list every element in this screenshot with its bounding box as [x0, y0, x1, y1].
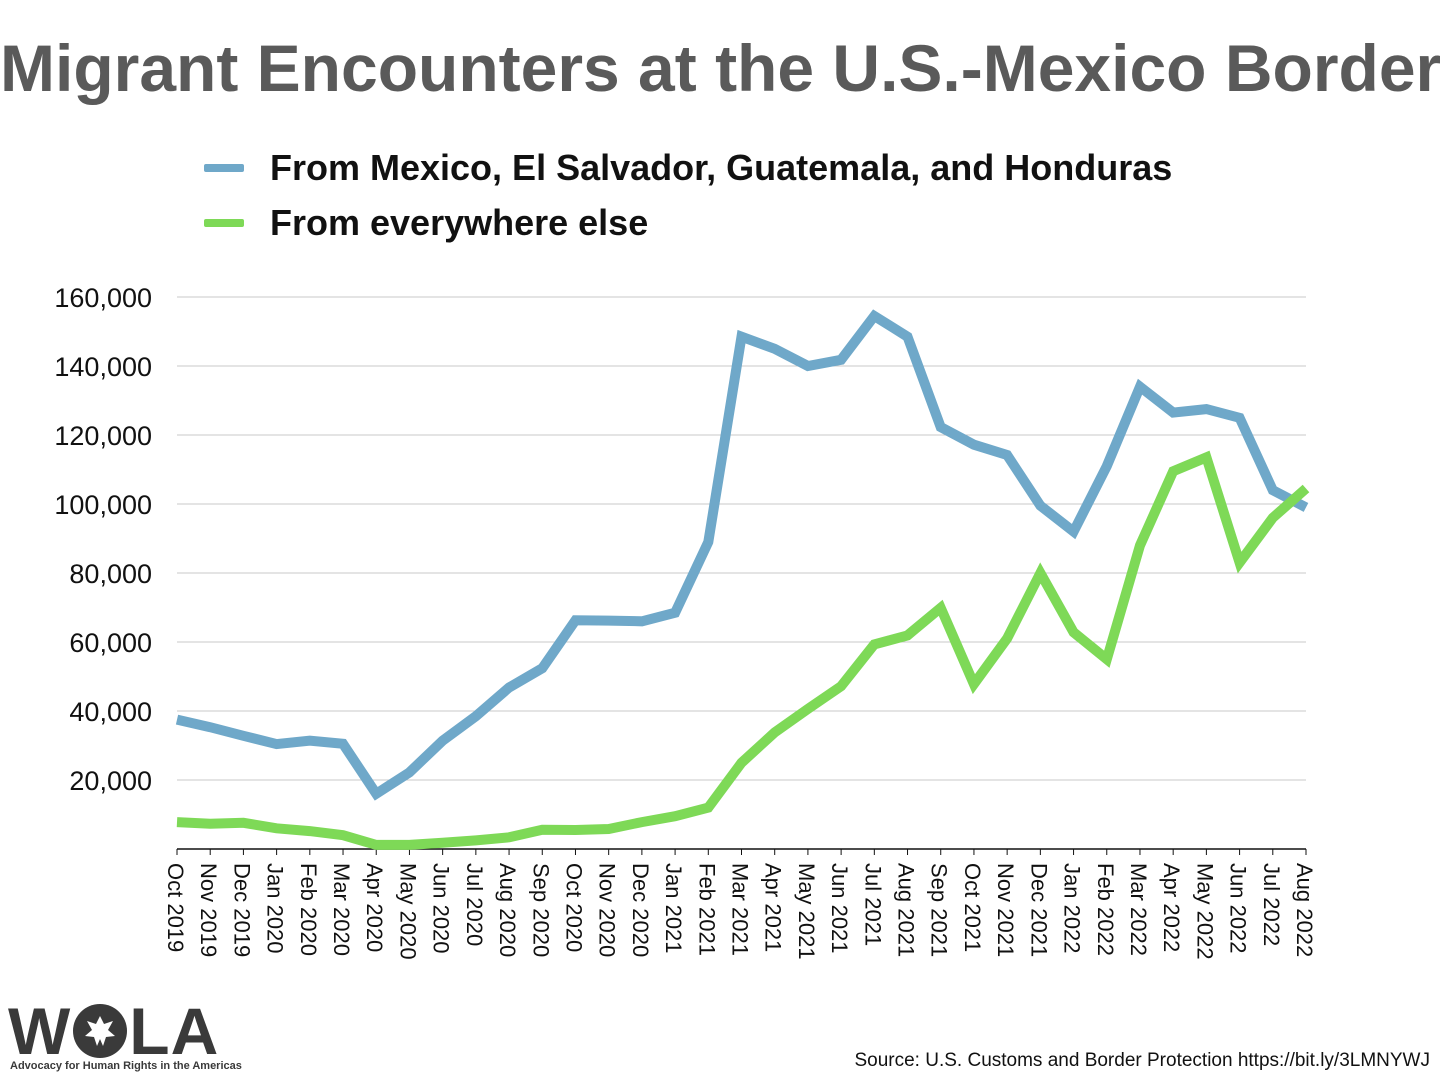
- x-tick-label: Jun 2020: [429, 863, 454, 954]
- x-tick-label: Jul 2020: [462, 863, 487, 946]
- x-tick-label: May 2022: [1192, 863, 1217, 960]
- logo-tagline: Advocacy for Human Rights in the America…: [10, 1060, 242, 1072]
- logo-letter-w: W: [8, 994, 72, 1068]
- x-tick-label: Nov 2020: [595, 863, 620, 957]
- y-tick-label: 140,000: [54, 352, 152, 382]
- y-tick-label: 160,000: [54, 283, 152, 313]
- x-tick-label: Sep 2020: [528, 863, 553, 957]
- y-tick-label: 120,000: [54, 421, 152, 451]
- x-tick-label: Jan 2021: [661, 863, 686, 954]
- x-tick-label: Mar 2021: [728, 863, 753, 956]
- x-tick-label: Aug 2022: [1292, 863, 1317, 957]
- x-tick-label: Apr 2022: [1159, 863, 1184, 952]
- y-tick-label: 40,000: [69, 697, 152, 727]
- x-tick-label: Aug 2021: [894, 863, 919, 957]
- wola-logo: W LA Advocacy for Human Rights in the Ame…: [8, 998, 242, 1078]
- x-tick-label: Jul 2022: [1259, 863, 1284, 946]
- x-tick-label: May 2020: [395, 863, 420, 960]
- x-tick-label: Mar 2020: [329, 863, 354, 956]
- legend-label-series-2: From everywhere else: [270, 202, 649, 243]
- x-tick-label: Dec 2021: [1026, 863, 1051, 957]
- x-tick-label: Nov 2019: [196, 863, 221, 957]
- series-line-2: [176, 450, 1310, 850]
- legend-label-series-1: From Mexico, El Salvador, Guatemala, and…: [270, 147, 1173, 188]
- chart-title: Migrant Encounters at the U.S.-Mexico Bo…: [0, 31, 1440, 105]
- x-tick-label: Oct 2019: [163, 863, 188, 952]
- x-tick-label: Dec 2020: [628, 863, 653, 957]
- line-chart: 20,000 40,000 60,000 80,000 100,000 120,000 14…: [54, 283, 1317, 960]
- x-tick-label: Feb 2022: [1093, 863, 1118, 956]
- legend-item-series-1: From Mexico, El Salvador, Guatemala, and…: [204, 147, 1173, 188]
- x-tick-label: Jan 2020: [263, 863, 288, 954]
- x-tick-label: Mar 2022: [1126, 863, 1151, 956]
- x-tick-label: Jun 2022: [1226, 863, 1251, 954]
- x-tick-label: Apr 2021: [761, 863, 786, 952]
- y-tick-label: 100,000: [54, 490, 152, 520]
- x-tick-label: Sep 2021: [927, 863, 952, 957]
- x-tick-label: Jun 2021: [827, 863, 852, 954]
- x-tick-label: Nov 2021: [993, 863, 1018, 957]
- x-tick-label: Feb 2021: [694, 863, 719, 956]
- x-tick-label: Jul 2021: [860, 863, 885, 946]
- x-tick-label: May 2021: [794, 863, 819, 960]
- x-tick-label: Oct 2021: [960, 863, 985, 952]
- x-tick-label: Dec 2019: [229, 863, 254, 957]
- x-tick-label: Jan 2022: [1060, 863, 1085, 954]
- x-tick-label: Apr 2020: [362, 863, 387, 952]
- logo-letters-la: LA: [129, 994, 220, 1068]
- x-tick-label: Aug 2020: [495, 863, 520, 957]
- y-tick-label: 20,000: [69, 766, 152, 796]
- legend-swatch-series-2: [204, 219, 244, 227]
- y-tick-label: 80,000: [69, 559, 152, 589]
- x-tick-label: Oct 2020: [561, 863, 586, 952]
- x-tick-label: Feb 2020: [296, 863, 321, 956]
- source-note: Source: U.S. Customs and Border Protecti…: [854, 1050, 1430, 1071]
- legend-swatch-series-1: [204, 164, 244, 172]
- logo-wordmark: W LA: [8, 998, 219, 1064]
- legend-item-series-2: From everywhere else: [204, 202, 649, 243]
- y-tick-label: 60,000: [69, 628, 152, 658]
- logo-emblem-icon: [73, 1004, 128, 1058]
